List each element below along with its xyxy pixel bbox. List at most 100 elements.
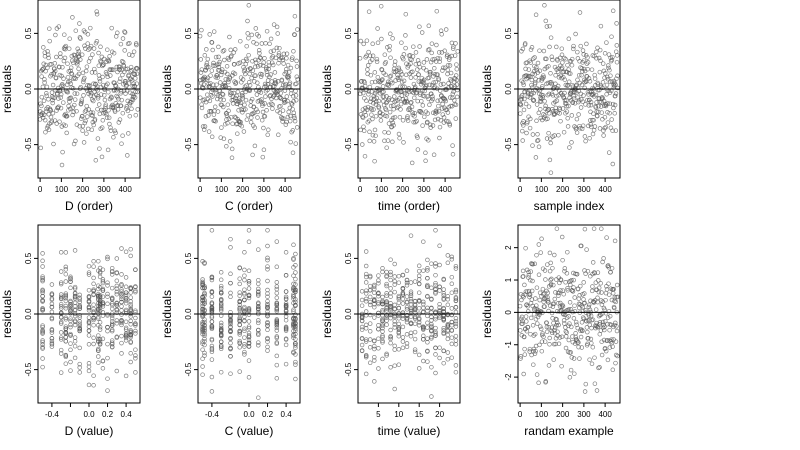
- point: [265, 78, 271, 83]
- point: [96, 354, 101, 359]
- point: [551, 341, 557, 347]
- point: [133, 284, 138, 290]
- point: [445, 253, 451, 258]
- point: [77, 361, 82, 367]
- point: [436, 103, 441, 109]
- point: [441, 276, 446, 282]
- point: [538, 107, 543, 112]
- point: [553, 341, 558, 347]
- point: [596, 289, 602, 295]
- point: [45, 52, 51, 57]
- point: [609, 57, 615, 63]
- point: [123, 335, 129, 341]
- point: [534, 118, 539, 124]
- point: [99, 154, 105, 160]
- point: [380, 266, 385, 271]
- point: [122, 29, 127, 34]
- point: [227, 139, 233, 144]
- point: [367, 53, 373, 59]
- point: [373, 133, 378, 138]
- point: [582, 85, 587, 91]
- point: [96, 63, 102, 68]
- point: [228, 371, 233, 376]
- point: [376, 336, 381, 341]
- point: [404, 307, 410, 312]
- point: [232, 62, 237, 67]
- x-tick-label: 200: [236, 185, 250, 194]
- point: [522, 292, 528, 297]
- point: [72, 286, 78, 291]
- point: [96, 314, 101, 320]
- point: [383, 72, 388, 78]
- point: [96, 308, 101, 314]
- point: [606, 150, 612, 155]
- point: [398, 69, 404, 75]
- point: [388, 103, 394, 109]
- point: [416, 366, 422, 371]
- point: [226, 108, 231, 114]
- point: [363, 263, 369, 269]
- point: [100, 118, 106, 123]
- point: [218, 327, 224, 332]
- point: [437, 301, 442, 307]
- point: [396, 362, 402, 367]
- point: [200, 356, 205, 361]
- point: [95, 136, 101, 141]
- point: [416, 290, 422, 295]
- point: [85, 114, 90, 119]
- point: [531, 312, 537, 317]
- point: [123, 338, 129, 343]
- point: [404, 341, 410, 346]
- point: [547, 44, 552, 50]
- point: [283, 294, 289, 300]
- point: [214, 73, 220, 78]
- point: [116, 64, 122, 69]
- point: [425, 320, 430, 326]
- point: [556, 290, 562, 296]
- point: [283, 99, 288, 105]
- point: [199, 102, 204, 107]
- point: [284, 119, 289, 125]
- point: [274, 308, 280, 314]
- y-tick-label: 2: [504, 245, 513, 250]
- point: [208, 73, 213, 78]
- point: [612, 294, 618, 300]
- point: [123, 332, 129, 338]
- y-axis-label: residuals: [0, 290, 14, 338]
- point: [449, 257, 455, 262]
- point: [382, 138, 387, 144]
- point: [363, 353, 369, 359]
- point: [84, 64, 90, 69]
- point: [562, 77, 568, 82]
- point: [561, 95, 567, 101]
- point: [520, 138, 525, 143]
- point: [246, 268, 252, 274]
- point: [254, 41, 259, 47]
- x-axis-label: randam example: [524, 424, 614, 438]
- point: [100, 301, 106, 307]
- point: [597, 320, 603, 325]
- point: [40, 356, 45, 361]
- point: [72, 248, 78, 253]
- point: [277, 95, 283, 100]
- point: [242, 277, 247, 283]
- point: [391, 123, 396, 128]
- point: [283, 309, 289, 314]
- point: [237, 316, 242, 322]
- point: [41, 98, 47, 104]
- point: [565, 249, 570, 255]
- point: [530, 143, 535, 148]
- point: [448, 103, 453, 109]
- point: [372, 304, 377, 310]
- point: [200, 277, 205, 282]
- point: [263, 67, 269, 72]
- point: [437, 315, 442, 321]
- point: [63, 271, 69, 277]
- point: [244, 58, 250, 64]
- point: [384, 269, 389, 275]
- point: [605, 101, 610, 106]
- point: [229, 146, 235, 152]
- point: [519, 49, 524, 54]
- point: [204, 60, 210, 66]
